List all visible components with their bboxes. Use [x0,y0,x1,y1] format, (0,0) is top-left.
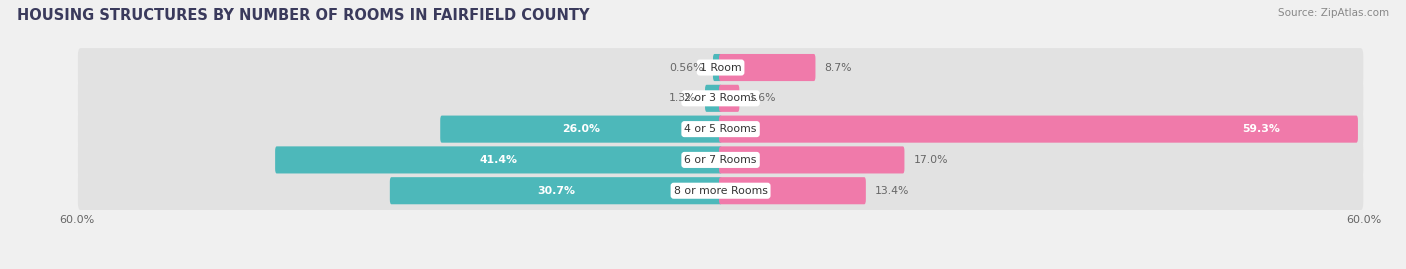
FancyBboxPatch shape [77,140,1364,179]
Text: 4 or 5 Rooms: 4 or 5 Rooms [685,124,756,134]
Text: HOUSING STRUCTURES BY NUMBER OF ROOMS IN FAIRFIELD COUNTY: HOUSING STRUCTURES BY NUMBER OF ROOMS IN… [17,8,589,23]
Text: 1.6%: 1.6% [748,93,776,103]
Text: 13.4%: 13.4% [875,186,910,196]
FancyBboxPatch shape [718,116,1358,143]
FancyBboxPatch shape [718,54,815,81]
Text: 59.3%: 59.3% [1241,124,1279,134]
FancyBboxPatch shape [440,116,723,143]
FancyBboxPatch shape [713,54,723,81]
FancyBboxPatch shape [77,171,1364,210]
FancyBboxPatch shape [276,146,723,174]
FancyBboxPatch shape [718,177,866,204]
FancyBboxPatch shape [77,48,1364,87]
FancyBboxPatch shape [389,177,723,204]
FancyBboxPatch shape [77,110,1364,148]
Text: 26.0%: 26.0% [562,124,600,134]
Text: 2 or 3 Rooms: 2 or 3 Rooms [685,93,756,103]
Text: 8 or more Rooms: 8 or more Rooms [673,186,768,196]
FancyBboxPatch shape [704,85,723,112]
Text: 1.3%: 1.3% [668,93,696,103]
Text: 0.56%: 0.56% [669,62,704,73]
FancyBboxPatch shape [718,85,740,112]
Text: Source: ZipAtlas.com: Source: ZipAtlas.com [1278,8,1389,18]
FancyBboxPatch shape [718,146,904,174]
Text: 1 Room: 1 Room [700,62,741,73]
Text: 41.4%: 41.4% [479,155,517,165]
Text: 6 or 7 Rooms: 6 or 7 Rooms [685,155,756,165]
Text: 17.0%: 17.0% [914,155,948,165]
FancyBboxPatch shape [77,79,1364,118]
Text: 8.7%: 8.7% [824,62,852,73]
Text: 30.7%: 30.7% [537,186,575,196]
